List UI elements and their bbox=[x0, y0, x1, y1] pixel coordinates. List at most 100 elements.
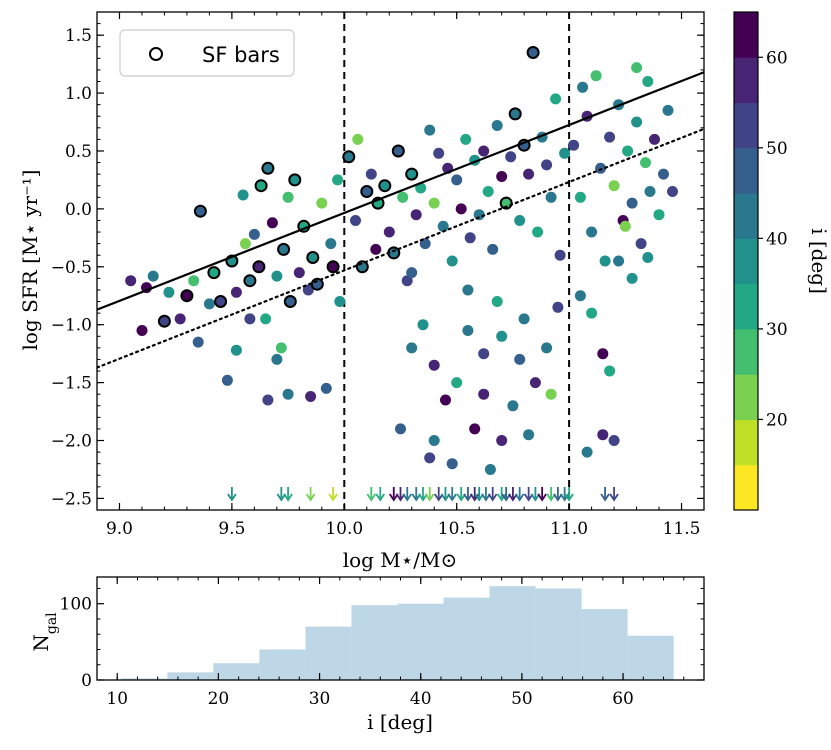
scatter-point bbox=[626, 197, 638, 209]
upper-limit-arrow-head bbox=[402, 493, 412, 502]
upper-limit-arrow bbox=[389, 487, 399, 502]
hist-x-tick-label: 40 bbox=[410, 689, 432, 709]
upper-limit-arrow bbox=[440, 487, 451, 502]
scatter-point bbox=[460, 133, 472, 145]
scatter-point bbox=[410, 209, 422, 221]
upper-limit-arrow bbox=[487, 487, 498, 502]
scatter-point bbox=[484, 464, 496, 475]
scatter-point bbox=[462, 284, 474, 296]
histogram-bar bbox=[305, 626, 352, 680]
scatter-point bbox=[424, 124, 436, 136]
scatter-point bbox=[478, 145, 490, 157]
scatter-point bbox=[446, 255, 458, 267]
scatter-point bbox=[464, 232, 476, 244]
scatter-point-sf-bar bbox=[207, 266, 221, 280]
y-tick-label: 0.0 bbox=[65, 200, 92, 220]
scatter-point bbox=[239, 238, 251, 250]
scatter-point-sf-bar bbox=[180, 289, 194, 303]
scatter-point bbox=[136, 325, 148, 336]
colorbar: 20 30 40 50 60 i [deg] bbox=[733, 11, 831, 511]
scatter-point bbox=[635, 238, 647, 250]
scatter-point bbox=[491, 120, 503, 131]
upper-limit-arrow bbox=[424, 487, 435, 502]
histogram-bar bbox=[397, 603, 444, 680]
upper-limit-arrow-head bbox=[366, 493, 377, 502]
scatter-point bbox=[302, 284, 314, 296]
upper-limit-arrow bbox=[305, 487, 316, 502]
histogram-y-axis-label-sub: gal bbox=[44, 612, 60, 634]
upper-limit-arrow bbox=[411, 487, 421, 502]
scatter-point bbox=[505, 151, 517, 163]
scatter-point bbox=[568, 139, 580, 151]
scatter-point bbox=[523, 168, 535, 180]
scatter-point bbox=[597, 429, 609, 441]
upper-limit-arrow bbox=[433, 487, 444, 502]
upper-limit-arrow-head bbox=[395, 493, 406, 502]
histogram-x-axis-label: i [deg] bbox=[367, 710, 433, 734]
hist-x-tick-label: 50 bbox=[511, 689, 533, 709]
scatter-point bbox=[653, 209, 665, 221]
scatter-point bbox=[574, 191, 586, 203]
scatter-point bbox=[383, 226, 395, 238]
upper-limit-arrow-head bbox=[523, 493, 534, 502]
scatter-point bbox=[397, 191, 409, 203]
hist-x-tick-label: 20 bbox=[208, 689, 230, 709]
scatter-point bbox=[424, 452, 436, 464]
histogram-frame bbox=[96, 576, 705, 681]
scatter-point-sf-bar bbox=[157, 314, 171, 328]
colorbar-tick-label: 50 bbox=[766, 139, 788, 159]
y-tick-label: −0.5 bbox=[51, 258, 92, 278]
scatter-point bbox=[433, 147, 445, 159]
scatter-point bbox=[613, 255, 625, 267]
scatter-point bbox=[496, 171, 508, 182]
scatter-point bbox=[237, 189, 249, 201]
upper-limit-arrow-head bbox=[411, 493, 421, 502]
scatter-point bbox=[350, 215, 361, 226]
upper-limit-arrow-head bbox=[305, 493, 316, 502]
y-tick-label: −2.0 bbox=[51, 432, 92, 452]
scatter-point bbox=[550, 93, 562, 105]
scatter-point-sf-bar bbox=[378, 179, 392, 193]
upper-limit-arrow-head bbox=[375, 493, 386, 502]
upper-limit-arrow bbox=[227, 487, 237, 502]
x-tick-label: 9.5 bbox=[218, 519, 245, 539]
scatter-point bbox=[604, 131, 616, 143]
scatter-point bbox=[595, 162, 607, 174]
scatter-point bbox=[608, 180, 620, 192]
histogram-bar bbox=[259, 649, 306, 680]
scatter-point-sf-bar bbox=[261, 161, 275, 175]
scatter-point-sf-bar bbox=[193, 204, 207, 218]
scatter-point bbox=[406, 267, 418, 279]
colorbar-bin bbox=[734, 12, 758, 58]
scatter-point bbox=[642, 252, 654, 263]
colorbar-label: i [deg] bbox=[807, 228, 831, 294]
scatter-frame bbox=[96, 11, 705, 511]
scatter-point bbox=[147, 270, 159, 282]
scatter-point bbox=[644, 186, 656, 197]
histogram-bar bbox=[443, 597, 490, 680]
scatter-point bbox=[658, 168, 669, 180]
upper-limit-arrow bbox=[537, 487, 547, 502]
hist-y-tick-label: 0 bbox=[81, 671, 92, 691]
scatter-point bbox=[188, 275, 200, 287]
scatter-point bbox=[332, 174, 344, 186]
y-tick-label: −1.0 bbox=[51, 316, 92, 336]
upper-limit-arrow-head bbox=[283, 493, 293, 502]
colorbar-bin bbox=[734, 57, 758, 104]
upper-limit-arrow-head bbox=[456, 493, 466, 502]
upper-limit-arrow-head bbox=[487, 493, 498, 502]
scatter-point bbox=[667, 186, 678, 197]
scatter-point bbox=[192, 336, 204, 348]
scatter-point bbox=[230, 286, 242, 298]
upper-limit-arrow-head bbox=[564, 493, 574, 502]
upper-limit-arrow bbox=[328, 487, 338, 502]
scatter-point-sf-bar bbox=[499, 196, 513, 210]
upper-limit-arrow bbox=[474, 487, 484, 502]
histogram-bar bbox=[489, 586, 536, 680]
scatter-point bbox=[662, 104, 674, 116]
hist-y-tick-label: 100 bbox=[60, 595, 92, 615]
scatter-point bbox=[642, 76, 654, 87]
colorbar-ticks: 20 30 40 50 60 bbox=[758, 48, 788, 430]
scatter-point bbox=[230, 344, 242, 356]
scatter-point bbox=[532, 226, 544, 238]
